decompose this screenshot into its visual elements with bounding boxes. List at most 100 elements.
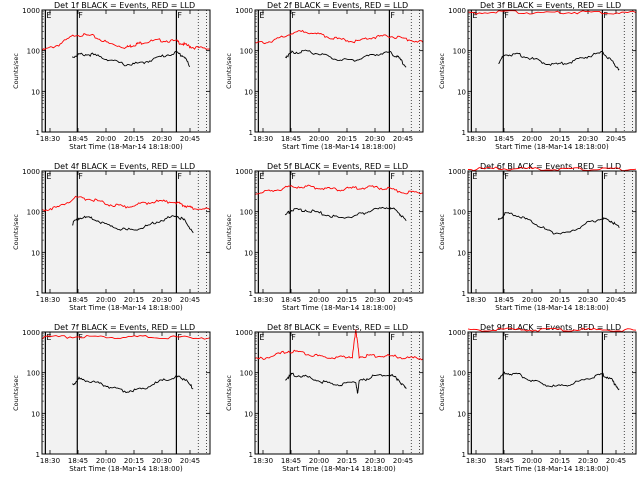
x-axis-label: Start Time (18-Mar-14 18:18:00) (282, 465, 396, 473)
x-tick-label: 18:45 (281, 296, 301, 304)
x-tick-label: 20:00 (522, 457, 542, 465)
x-tick-label: 20:15 (337, 457, 357, 465)
axes-frame (254, 9, 424, 133)
x-axis-label: Start Time (18-Mar-14 18:18:00) (69, 143, 183, 151)
marker-label: E (259, 172, 264, 181)
x-tick-label: 18:45 (494, 457, 514, 465)
x-tick-label: 20:00 (309, 135, 329, 143)
plot-area (255, 10, 423, 132)
y-tick-label: 1 (249, 129, 253, 137)
y-tick-label: 10 (31, 410, 40, 418)
series-line-lld (254, 329, 424, 361)
x-tick-label: 20:45 (180, 296, 200, 304)
y-axis-label: Counts/sec (438, 375, 446, 411)
series-line-lld (41, 33, 211, 51)
y-tick-label: 10 (31, 249, 40, 257)
y-tick-label: 10 (457, 249, 466, 257)
marker-label: E (472, 172, 477, 181)
marker-label: F (390, 11, 395, 20)
y-tick-label: 100 (27, 48, 40, 56)
marker-label: E (259, 11, 264, 20)
x-tick-label: 18:30 (466, 296, 486, 304)
marker-label: F (504, 172, 509, 181)
y-tick-label: 100 (240, 209, 253, 217)
y-tick-label: 1 (36, 451, 40, 459)
series-line-events (498, 50, 620, 71)
x-tick-label: 20:15 (124, 135, 144, 143)
marker-label: E (46, 11, 51, 20)
y-axis-label: Counts/sec (12, 375, 20, 411)
y-tick-label: 100 (453, 209, 466, 217)
series-line-events (72, 374, 194, 394)
axes-frame (467, 170, 637, 294)
x-tick-label: 20:00 (309, 457, 329, 465)
series-line-lld (467, 10, 637, 15)
x-tick-label: 20:00 (96, 135, 116, 143)
x-tick-label: 20:15 (550, 135, 570, 143)
y-tick-label: 1000 (235, 329, 253, 337)
x-tick-label: 20:30 (152, 457, 172, 465)
y-tick-label: 1000 (235, 7, 253, 15)
plot-area (255, 332, 423, 454)
x-tick-label: 18:30 (466, 457, 486, 465)
series-line-lld (254, 184, 424, 195)
x-tick-label: 20:30 (152, 296, 172, 304)
y-tick-label: 1 (249, 451, 253, 459)
axes-frame (254, 331, 424, 455)
x-tick-label: 18:45 (68, 296, 88, 304)
panel-det-3f: Det 3f BLACK = Events, RED = LLD 1 10 100 10… (438, 1, 637, 151)
y-tick-label: 10 (244, 249, 253, 257)
x-tick-label: 18:45 (68, 457, 88, 465)
panel-title: Det 7f BLACK = Events, RED = LLD (54, 323, 195, 332)
x-tick-label: 18:45 (68, 135, 88, 143)
marker-label: F (390, 172, 395, 181)
y-tick-label: 1000 (235, 168, 253, 176)
y-tick-label: 1000 (448, 329, 466, 337)
panel-grid: Det 1f BLACK = Events, RED = LLD 1 10 100 10… (12, 1, 637, 473)
y-tick-label: 1 (462, 290, 466, 298)
marker-label: E (46, 172, 51, 181)
x-axis-label: Start Time (18-Mar-14 18:18:00) (69, 304, 183, 312)
y-tick-label: 10 (457, 88, 466, 96)
x-tick-label: 18:45 (494, 135, 514, 143)
marker-label: F (78, 172, 83, 181)
x-tick-label: 20:45 (393, 457, 413, 465)
panel-det-1f: Det 1f BLACK = Events, RED = LLD 1 10 100 10… (12, 1, 211, 151)
marker-label: F (177, 333, 182, 342)
marker-label: F (504, 11, 509, 20)
x-tick-label: 20:00 (96, 296, 116, 304)
x-tick-label: 18:30 (40, 135, 60, 143)
x-tick-label: 20:30 (365, 457, 385, 465)
x-axis-label: Start Time (18-Mar-14 18:18:00) (282, 143, 396, 151)
axes-frame (254, 170, 424, 294)
marker-label: F (177, 172, 182, 181)
x-tick-label: 20:00 (522, 135, 542, 143)
x-axis-label: Start Time (18-Mar-14 18:18:00) (69, 465, 183, 473)
series-line-lld (41, 195, 211, 212)
x-tick-label: 20:45 (180, 135, 200, 143)
y-tick-label: 1 (462, 129, 466, 137)
x-tick-label: 20:45 (393, 135, 413, 143)
x-tick-label: 20:15 (124, 457, 144, 465)
plot-area (42, 10, 210, 132)
x-tick-label: 20:30 (578, 296, 598, 304)
y-tick-label: 1 (249, 290, 253, 298)
marker-label: F (177, 11, 182, 20)
panel-title: Det 2f BLACK = Events, RED = LLD (267, 1, 408, 10)
y-axis-label: Counts/sec (438, 214, 446, 250)
y-tick-label: 1000 (22, 7, 40, 15)
marker-label: F (603, 11, 608, 20)
series-line-lld (467, 327, 637, 333)
marker-label: F (291, 172, 296, 181)
y-tick-label: 1 (462, 451, 466, 459)
y-tick-label: 1000 (22, 168, 40, 176)
x-axis-label: Start Time (18-Mar-14 18:18:00) (495, 143, 609, 151)
y-tick-label: 1 (36, 290, 40, 298)
series-line-events (71, 50, 191, 68)
series-line-events (497, 371, 620, 391)
marker-label: E (472, 11, 477, 20)
y-tick-label: 100 (453, 48, 466, 56)
axes-frame (41, 170, 211, 294)
x-tick-label: 18:45 (281, 457, 301, 465)
x-tick-label: 18:45 (281, 135, 301, 143)
